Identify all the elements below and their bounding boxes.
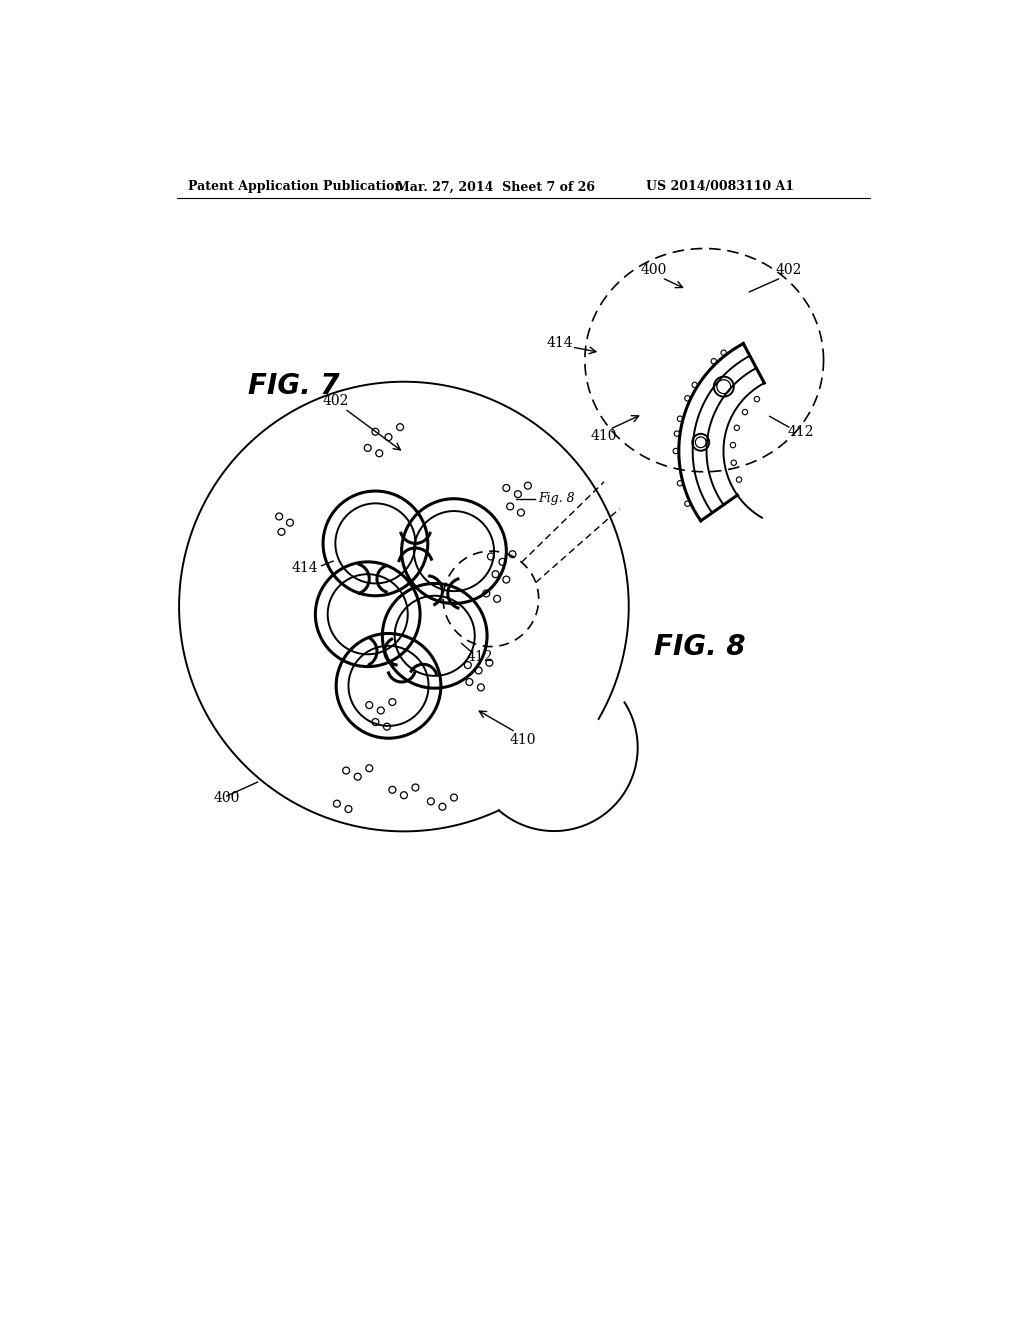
Text: 402: 402 bbox=[323, 393, 349, 408]
Text: 400: 400 bbox=[641, 263, 668, 277]
Text: Mar. 27, 2014  Sheet 7 of 26: Mar. 27, 2014 Sheet 7 of 26 bbox=[396, 181, 595, 194]
Text: 410: 410 bbox=[510, 733, 537, 747]
Text: 402: 402 bbox=[776, 263, 802, 277]
Text: 400: 400 bbox=[214, 791, 240, 804]
Text: Fig. 8: Fig. 8 bbox=[539, 492, 575, 506]
Text: US 2014/0083110 A1: US 2014/0083110 A1 bbox=[646, 181, 795, 194]
Text: 412: 412 bbox=[787, 425, 814, 438]
Text: 410: 410 bbox=[591, 429, 617, 442]
Text: Patent Application Publication: Patent Application Publication bbox=[188, 181, 403, 194]
Text: 412: 412 bbox=[466, 651, 493, 664]
Text: 414: 414 bbox=[547, 337, 573, 350]
Text: FIG. 7: FIG. 7 bbox=[248, 371, 339, 400]
Text: 414: 414 bbox=[292, 561, 318, 576]
Text: FIG. 8: FIG. 8 bbox=[654, 634, 745, 661]
